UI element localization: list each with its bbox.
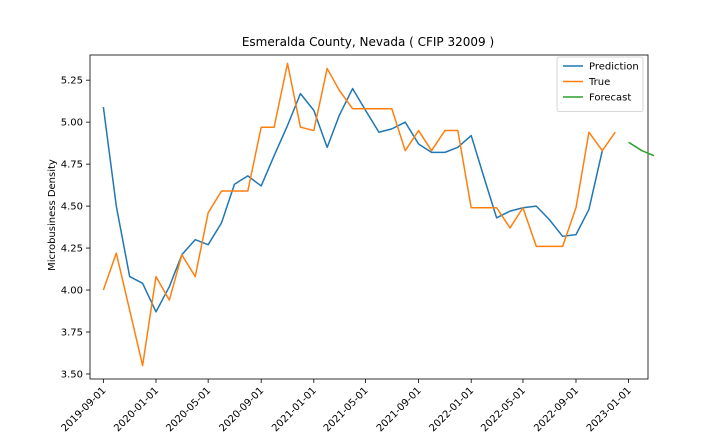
chart-title: Esmeralda County, Nevada ( CFIP 32009 ) [242,35,494,49]
y-axis-label: Microbusiness Density [47,159,58,271]
x-tick-label: 2023-01-01 [585,385,634,432]
series-line-prediction [102,87,604,313]
y-tick-label: 5.25 [61,76,83,87]
x-tick-label: 2022-05-01 [479,385,528,432]
plot-border [89,54,649,380]
x-tick-label: 2020-05-01 [164,385,213,432]
y-tick-label: 4.25 [61,244,83,255]
y-tick-label: 3.75 [61,327,83,338]
legend: Prediction True Forecast [556,56,644,112]
y-tick-label: 4.75 [61,160,83,171]
y-tick-label: 4.00 [61,286,83,297]
x-tick-label: 2020-09-01 [217,385,266,432]
y-tick-label: 4.50 [61,202,83,213]
legend-box [556,56,644,112]
plot-frame [89,54,649,380]
y-tick-label: 5.00 [61,118,83,129]
axes-layer: 3.50 3.75 4.00 4.25 4.50 4.75 5.00 5.25 2019-09-… [60,76,634,432]
x-tick-label: 2022-09-01 [532,385,581,432]
series-line-forecast [628,141,655,157]
x-tick-label: 2022-01-01 [427,385,476,432]
series-layer [102,62,655,367]
legend-label-true: True [588,77,610,88]
legend-label-forecast: Forecast [589,93,631,104]
x-tick-label: 2021-01-01 [270,385,319,432]
x-tick-label: 2021-05-01 [322,385,371,432]
legend-label-prediction: Prediction [589,62,639,73]
x-tick-label: 2019-09-01 [60,385,109,432]
x-tick-label: 2020-01-01 [112,385,161,432]
x-tick-label: 2021-09-01 [375,385,424,432]
series-line-true [102,62,616,367]
y-tick-label: 3.50 [61,369,83,380]
